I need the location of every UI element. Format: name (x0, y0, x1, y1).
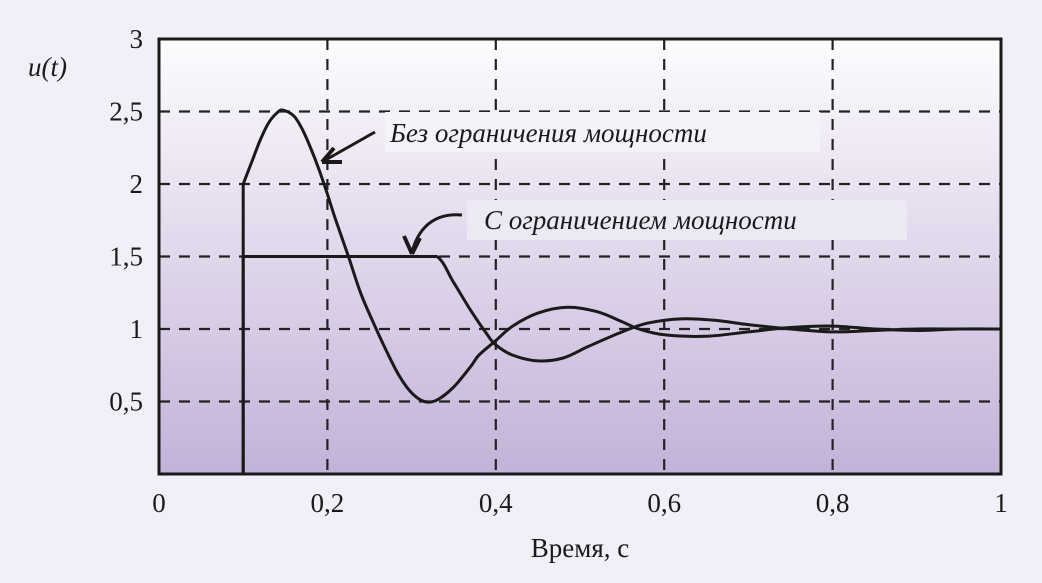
x-tick-label: 0 (152, 488, 166, 518)
x-tick-label: 1 (994, 488, 1008, 518)
arrowhead-icon (402, 235, 422, 255)
y-tick-label: 1 (130, 314, 144, 344)
y-tick-label: 2,5 (109, 97, 143, 127)
series-line (241, 255, 1001, 474)
x-tick-label: 0,6 (647, 488, 681, 518)
arrow-with-limit (410, 213, 463, 253)
series-lines (241, 108, 1002, 474)
y-tick-label: 2 (130, 169, 144, 199)
x-tick-label: 0,4 (479, 488, 513, 518)
x-tick-label: 0,2 (311, 488, 345, 518)
annotation-with-limit: С ограничением мощности (484, 205, 797, 235)
x-tick-label: 0,8 (816, 488, 850, 518)
series-line (241, 108, 1002, 474)
y-axis-title: u(t) (28, 52, 67, 82)
annotations: Без ограничения мощности С ограничением м… (320, 118, 797, 255)
annotation-no-limit: Без ограничения мощности (389, 118, 707, 148)
y-tick-label: 1,5 (109, 242, 143, 272)
plot-frame (157, 37, 1003, 476)
x-axis-title: Время, с (531, 533, 629, 563)
y-axis-ticks: 0,5 1 1,5 2 2,5 3 (109, 24, 143, 417)
y-tick-label: 0,5 (109, 387, 143, 417)
annotation-backgrounds (385, 112, 907, 240)
arrowhead-icon (320, 146, 342, 164)
arrow-no-limit (321, 130, 376, 164)
y-tick-label: 3 (130, 24, 144, 54)
x-axis-ticks: 0 0,2 0,4 0,6 0,8 1 (152, 488, 1008, 518)
